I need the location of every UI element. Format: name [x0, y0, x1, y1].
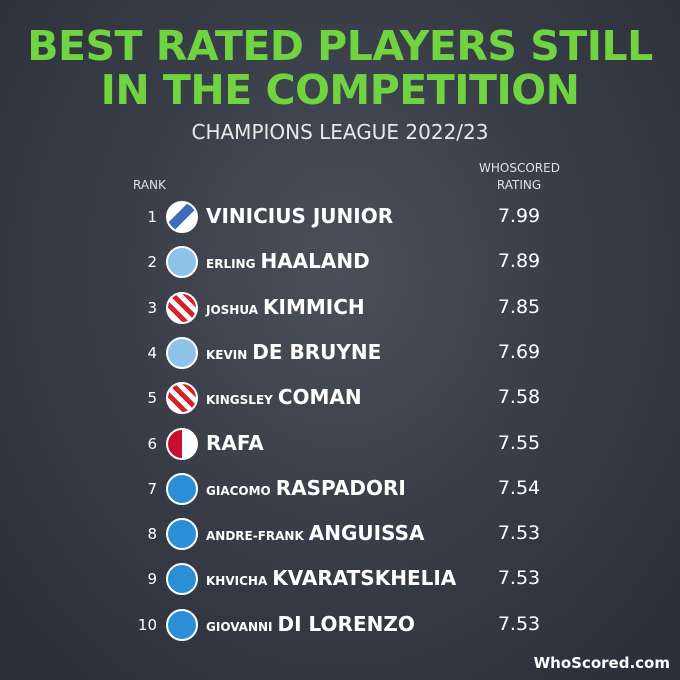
brand-logo: WhoScored.com: [533, 654, 670, 672]
last-name: DE BRUYNE: [252, 339, 382, 364]
last-name: ANGUISSA: [308, 521, 425, 546]
rank: 1: [147, 208, 157, 226]
rank: 8: [147, 525, 157, 544]
club-badge: [166, 382, 198, 415]
club-badge: [166, 246, 198, 279]
rating-header: WHOSCORED: [479, 161, 560, 175]
club-badge: [166, 472, 198, 505]
club-badge: [166, 427, 198, 460]
rating: 7.54: [497, 476, 541, 499]
last-name: KVARATSKHELIA: [272, 566, 457, 591]
last-name: VINICIUS JUNIOR: [206, 204, 394, 228]
rating: 7.53: [497, 612, 541, 635]
rating: 7.89: [497, 250, 541, 273]
title-line: IN THE COMPETITION: [100, 66, 580, 114]
player-name: JOSHUA KIMMICH: [206, 295, 365, 319]
rating-header: RATING: [496, 178, 542, 192]
rank: 5: [147, 389, 157, 408]
rank: 3: [147, 298, 157, 317]
rating: 7.58: [497, 386, 541, 409]
last-name: KIMMICH: [263, 294, 365, 319]
last-name: RAFA: [206, 430, 264, 455]
first-name: GIACOMO: [206, 483, 271, 498]
player-name: ANDRE-FRANK ANGUISSA: [206, 521, 424, 545]
first-name: JOSHUA: [206, 302, 259, 317]
last-name: HAALAND: [260, 249, 370, 274]
player-name: ERLING HAALAND: [206, 249, 370, 273]
player-name: GIACOMO RASPADORI: [206, 476, 406, 500]
club-badge: [166, 201, 198, 233]
rank: 6: [147, 434, 157, 453]
player-name: GIOVANNI DI LORENZO: [206, 612, 415, 636]
first-name: ANDRE-FRANK: [206, 529, 304, 544]
rating: 7.55: [497, 431, 541, 454]
rating: 7.53: [497, 567, 541, 590]
club-badge: [166, 608, 198, 641]
title-line: BEST RATED PLAYERS STILL: [27, 22, 653, 70]
first-name: KINGSLEY: [206, 393, 273, 408]
player-name: KHVICHA KVARATSKHELIA: [206, 566, 456, 590]
club-badge: [166, 291, 198, 324]
rating: 7.69: [497, 340, 541, 363]
first-name: KHVICHA: [206, 574, 268, 589]
player-name: KEVIN DE BRUYNE: [206, 340, 381, 364]
last-name: DI LORENZO: [277, 611, 415, 636]
rank: 2: [147, 253, 157, 272]
rank-header: RANK: [133, 178, 166, 192]
club-badge: [166, 518, 198, 551]
rating: 7.53: [497, 522, 541, 545]
club-badge: [166, 336, 198, 369]
player-name: KINGSLEY COMAN: [206, 385, 362, 409]
first-name: ERLING: [206, 257, 256, 272]
rating: 7.99: [497, 205, 541, 227]
subtitle: CHAMPIONS LEAGUE 2022/23: [191, 120, 489, 144]
rank: 9: [147, 570, 157, 589]
first-name: GIOVANNI: [206, 619, 273, 634]
player-name: VINICIUS JUNIOR: [206, 204, 393, 228]
club-badge: [166, 563, 198, 596]
last-name: RASPADORI: [275, 475, 406, 500]
rank: 7: [147, 479, 157, 498]
rank: 10: [137, 615, 157, 634]
rank: 4: [147, 343, 157, 362]
last-name: COMAN: [277, 385, 362, 410]
first-name: KEVIN: [206, 347, 248, 362]
player-name: RAFA: [206, 431, 264, 455]
rating: 7.85: [497, 295, 541, 318]
